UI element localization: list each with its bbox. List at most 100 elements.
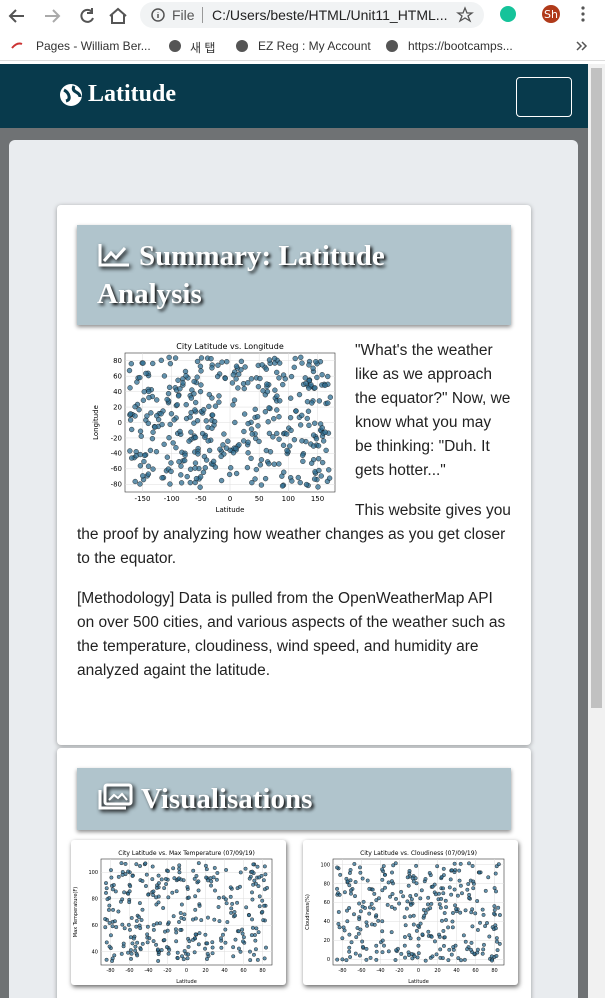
back-button[interactable] [8,9,24,23]
bookmark[interactable]: https://bootcamps... [408,39,513,53]
cloudiness-chart[interactable]: -80 -60 -40 -20 0 20 40 60 80 0 20 40 60 80 100 City La… [303,840,518,985]
y-tick-label: 60 [113,373,122,381]
star-icon[interactable] [456,2,474,28]
scatter-dot [335,957,340,962]
bookmark[interactable]: Pages - William Ber... [36,39,151,53]
scatter-dot [145,471,152,477]
scatter-dot [256,438,262,445]
scatter-dot [276,436,282,442]
scatter-dot [264,388,271,395]
scatter-dot [186,895,191,900]
scatter-dot [233,445,239,452]
scatter-dot [248,455,254,462]
scatter-dot [419,888,424,893]
scatter-dot [448,877,453,882]
scatter-dot [494,954,499,958]
scatter-dot [253,466,259,473]
scatter-dot [193,399,199,406]
bookmark[interactable]: 새 탭 [190,41,216,55]
scatter-dot [257,894,262,899]
scatter-dot [340,936,345,941]
scatter-dot [284,431,290,437]
scatter-dot [271,416,277,422]
home-button[interactable] [109,7,127,24]
scatter-dot [250,897,255,902]
scatter-dot [287,443,293,449]
scatter-dot [250,890,254,895]
scatter-dot [446,958,451,963]
scatter-dot [238,358,245,365]
scatter-dot [233,937,238,942]
bookmark[interactable]: EZ Reg : My Account [258,39,371,53]
scatter-dot [187,479,193,486]
scatter-dot [315,484,321,490]
scatter-dot [361,899,366,904]
scatter-dot [253,938,258,943]
scatter-dot [177,870,182,875]
scatter-dot [209,883,213,888]
scatter-dot [212,865,217,870]
grammarly-icon[interactable] [500,6,516,22]
scatter-dot [193,475,200,482]
scatter-dot [194,873,199,878]
scatter-dot [264,381,270,387]
scatter-dot [347,906,352,910]
scatter-dot [148,410,154,416]
profile-avatar[interactable] [542,5,560,23]
scatter-dot [372,922,377,927]
scatter-dot [315,443,322,449]
scatter-dot [223,445,230,451]
scatter-dot [314,374,320,381]
scatter-dot [411,922,416,927]
scatter-dot [449,952,454,957]
scatter-dot [345,919,350,924]
scatter-dot [475,899,480,903]
scatter-dot [201,453,208,460]
scatter-dot [394,948,399,953]
scatter-dot [193,907,198,912]
chart-icon [98,244,129,267]
scroll-thumb[interactable] [591,68,602,708]
scatter-dot [107,903,112,908]
scatter-dot [430,884,435,889]
scatter-dot [462,957,467,962]
scatter-dot [274,369,280,376]
scatter-dot [466,882,471,886]
scatter-dot [367,911,372,916]
scatter-dot [209,365,215,371]
scatter-dot [481,912,486,917]
scatter-dot [292,355,298,362]
scatter-dot [219,359,225,365]
scatter-dot [311,476,318,482]
scatter-dot [174,930,179,935]
scatter-dot [163,877,168,881]
scatter-dot [450,925,455,930]
scatter-dot [250,925,255,930]
scatter-dot [266,357,273,363]
address-bar[interactable]: File C:/Users/beste/HTML/Unit11_HTML... [140,2,484,28]
scatter-dot [302,375,308,381]
scatter-dot [465,947,470,952]
scatter-dot [357,917,362,922]
scatter-dot [215,362,221,368]
scatter-dot [235,900,240,905]
scatter-dot [452,861,457,866]
forward-button[interactable] [45,9,61,23]
temperature-chart[interactable]: -80 -60 -40 -20 0 20 40 60 80 40 60 80 100 City Latit… [71,840,286,985]
x-axis-label: Latitude [216,506,245,514]
scatter-dot [198,355,205,361]
scatter-dot [352,912,356,917]
scatter-dot [291,364,297,370]
scatter-dot [249,933,254,938]
scatter-dot [495,948,500,953]
scatter-dot [380,938,385,943]
menu-toggle[interactable] [516,77,572,117]
info-icon [151,8,165,22]
scatter-dot [428,906,433,911]
brand[interactable]: Latitude [58,81,176,108]
scatter-dot [158,411,164,417]
scatter-dot [405,875,410,880]
reload-button[interactable] [80,8,94,23]
scatter-dot [146,394,152,401]
scatter-dot [118,899,123,904]
